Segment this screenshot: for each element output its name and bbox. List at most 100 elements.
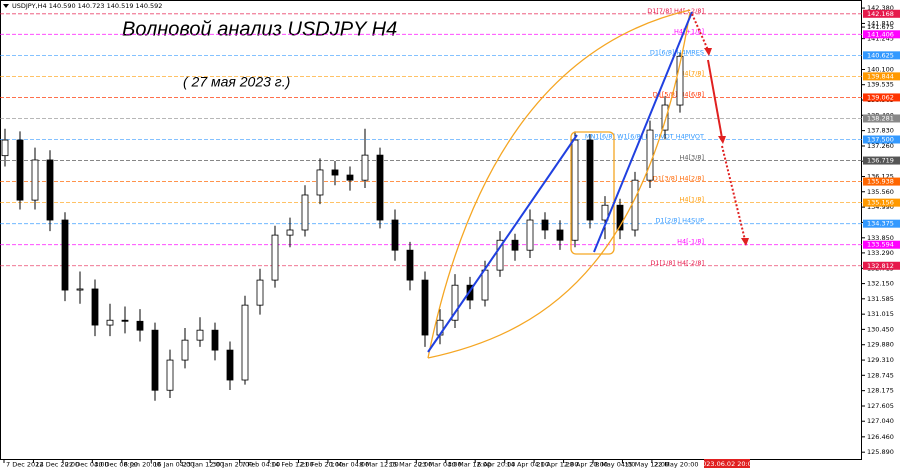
forecast-arrow: [691, 13, 709, 51]
candle-body: [421, 279, 429, 336]
x-tick-label: 21 Apr 12:00: [536, 461, 578, 468]
level-value: 142.168: [867, 10, 894, 18]
candle-body: [466, 284, 474, 301]
y-tick-label: 135.560: [867, 188, 894, 196]
level-value-box: [863, 51, 900, 60]
level-name: MN1[6/8] W1[6/8] D1PIVOT H4PIVOT: [585, 133, 704, 141]
candle-body: [76, 288, 84, 291]
candle-body: [31, 159, 39, 201]
level-value-box: [863, 135, 900, 144]
candle-body: [16, 139, 24, 201]
candle-body: [391, 219, 399, 251]
level-name: H4[-1/8]: [677, 238, 704, 246]
level-value-box: [863, 156, 900, 165]
y-tick-label: 137.260: [867, 142, 894, 150]
candle-body: [301, 194, 309, 231]
arrow-head: [741, 238, 749, 246]
candle-body: [211, 329, 219, 351]
level-value-box: [863, 219, 900, 228]
x-tick-label: 21 Feb 20:00: [301, 461, 344, 468]
level-value: 139.062: [867, 93, 894, 101]
level-value-box: [863, 72, 900, 81]
level-value: 138.281: [867, 114, 894, 122]
candle-body: [286, 229, 294, 236]
level-value: 141.406: [867, 30, 894, 38]
x-tick-label: 7 Dec 2022: [6, 461, 43, 468]
candle-body: [661, 104, 669, 131]
x-tick-label: 7 Feb 04:00: [242, 461, 281, 468]
x-tick-label: 22 May 20:00: [654, 461, 699, 468]
y-tick-label: 126.460: [867, 433, 894, 441]
y-tick-label: 128.175: [867, 387, 894, 395]
candle-body: [316, 169, 324, 196]
candle-body: [91, 288, 99, 326]
candle-body: [541, 219, 549, 231]
forecast-arrow: [707, 59, 723, 139]
level-name: D1[7/8] H4[+2/8]: [647, 7, 704, 15]
y-tick-label: 125.890: [867, 448, 894, 456]
y-tick-label: 141.675: [867, 23, 894, 31]
chart-title: Волновой анализ USDJPY H4: [122, 18, 397, 40]
candle-body: [376, 154, 384, 221]
candle-body: [181, 339, 189, 361]
y-tick-label: 133.290: [867, 249, 894, 257]
candle-body: [511, 239, 519, 251]
level-name: H4[7/8]: [679, 69, 704, 77]
x-tick-label: 30 Dec 08:00: [94, 461, 138, 468]
y-tick-label: 133.850: [867, 234, 894, 242]
y-tick-label: 127.040: [867, 417, 894, 425]
y-tick-label: 139.535: [867, 81, 894, 89]
arrow-head: [718, 136, 726, 144]
level-name: D1[2/8] H4SUP: [655, 217, 704, 225]
level-value: 133.594: [867, 241, 894, 249]
x-tick-label: 28 Apr 20:00: [566, 461, 608, 468]
level-value: 135.156: [867, 199, 894, 207]
y-tick-label: 130.450: [867, 325, 894, 333]
candle-body: [556, 229, 564, 241]
level-value-box: [863, 240, 900, 249]
x-tick-label: 8 Mar 12:00: [359, 461, 398, 468]
y-tick-label: 127.605: [867, 402, 894, 410]
candle-body: [676, 55, 684, 106]
box-wave: [570, 131, 615, 255]
arrow-head: [704, 48, 712, 56]
x-tick-label: 14 Apr 04:00: [507, 461, 549, 468]
level-name: H4[3/8]: [679, 154, 704, 162]
y-tick-label: 131.015: [867, 310, 894, 318]
y-tick-label: 141.810: [867, 19, 894, 27]
x-tick-label: 23 Jan 12:00: [183, 461, 224, 468]
level-name: D1[6/8] H4MRES: [650, 48, 704, 56]
wave-drawings: [427, 9, 749, 359]
candle-body: [196, 329, 204, 341]
cursor-time-box: [704, 459, 750, 468]
candle-body: [121, 319, 129, 322]
x-tick-label: 23 Mar 04:00: [418, 461, 461, 468]
candle-body: [151, 329, 159, 391]
candle-body: [346, 174, 354, 181]
chart-subtitle: ( 27 мая 2023 г.): [183, 74, 290, 90]
level-value: 136.719: [867, 157, 894, 165]
x-tick-label: 22 Dec 04:00: [65, 461, 109, 468]
y-tick-label: 142.380: [867, 4, 894, 12]
axis: 142.380 141.810 141.245 141.675 140.100 139.5…: [3, 4, 900, 468]
level-value-box: [863, 261, 900, 270]
menu-arrow[interactable]: [3, 4, 9, 8]
y-tick-label: 129.880: [867, 341, 894, 349]
x-tick-label: 30 Jan 20:00: [212, 461, 253, 468]
candle-body: [616, 204, 624, 231]
x-tick-label: 15 May 12:00: [624, 461, 669, 468]
candle-body: [271, 234, 279, 281]
arc-lower: [427, 11, 691, 359]
candle-body: [46, 159, 54, 221]
x-tick-label: 8 May 04:00: [595, 461, 635, 468]
candle-body: [61, 219, 69, 291]
x-tick-label: 14 Dec 20:00: [35, 461, 79, 468]
candle-body: [136, 320, 144, 331]
level-value: 140.625: [867, 51, 894, 59]
forecast-arrow: [721, 145, 746, 241]
level-value-box: [863, 177, 900, 186]
candles: [1, 52, 684, 401]
candle-body: [241, 304, 249, 381]
candle-body: [481, 269, 489, 301]
y-tick-label: 141.245: [867, 35, 894, 43]
